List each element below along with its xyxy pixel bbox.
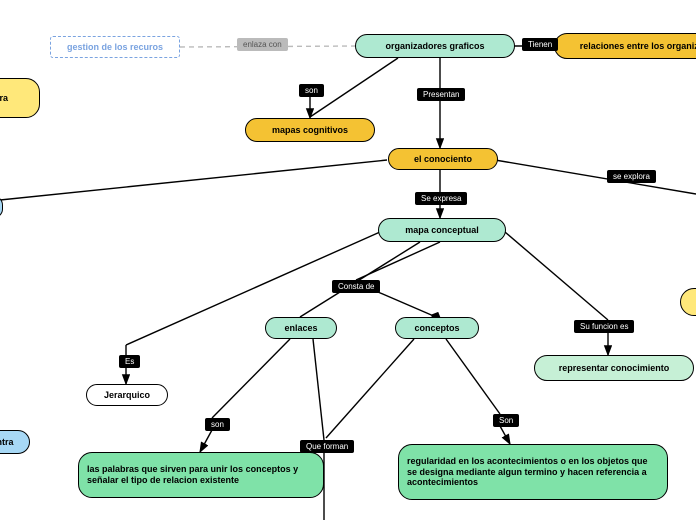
link-label-sufuncion: Su funcion es bbox=[574, 320, 634, 333]
node-conceptos[interactable]: conceptos bbox=[395, 317, 479, 339]
node-gestion[interactable]: gestion de los recuros bbox=[50, 36, 180, 58]
link-label-tienen: Tienen bbox=[522, 38, 558, 51]
node-enlaces[interactable]: enlaces bbox=[265, 317, 337, 339]
edge bbox=[212, 339, 290, 418]
node-palabras[interactable]: las palabras que sirven para unir los co… bbox=[78, 452, 324, 498]
node-rel[interactable]: relaciones entre los organizadores bbox=[554, 33, 696, 59]
link-label-constade: Consta de bbox=[332, 280, 380, 293]
node-mapcog[interactable]: mapas cognitivos bbox=[245, 118, 375, 142]
link-label-seexpresa: Se expresa bbox=[415, 192, 467, 205]
link-label-son1: son bbox=[299, 84, 324, 97]
link-label-presentan: Presentan bbox=[417, 88, 465, 101]
link-label-es: Es bbox=[119, 355, 140, 368]
edge bbox=[313, 339, 324, 440]
edge bbox=[378, 292, 436, 317]
edge bbox=[446, 339, 500, 414]
link-label-enlaza: enlaza con bbox=[237, 38, 288, 51]
link-label-son3: Son bbox=[493, 414, 519, 427]
node-org[interactable]: organizadores graficos bbox=[355, 34, 515, 58]
edge bbox=[505, 232, 608, 320]
node-regular[interactable]: regularidad en los acontecimientos o en … bbox=[398, 444, 668, 500]
node-conoc[interactable]: el conociento bbox=[388, 148, 498, 170]
node-jerar[interactable]: Jerarquico bbox=[86, 384, 168, 406]
link-label-son2: son bbox=[205, 418, 230, 431]
edge bbox=[500, 426, 510, 444]
node-mapcon[interactable]: mapa conceptual bbox=[378, 218, 506, 242]
node-para[interactable]: para bbox=[0, 78, 40, 118]
node-repconoc[interactable]: representar conocimiento bbox=[534, 355, 694, 381]
node-ntra[interactable]: ntra bbox=[0, 430, 30, 454]
link-label-queforman: Que forman bbox=[300, 440, 354, 453]
edge bbox=[326, 339, 414, 438]
link-label-seexplora: se explora bbox=[607, 170, 656, 183]
edge bbox=[495, 160, 696, 194]
edge bbox=[356, 242, 440, 280]
edge bbox=[200, 430, 212, 452]
edge bbox=[0, 160, 387, 200]
